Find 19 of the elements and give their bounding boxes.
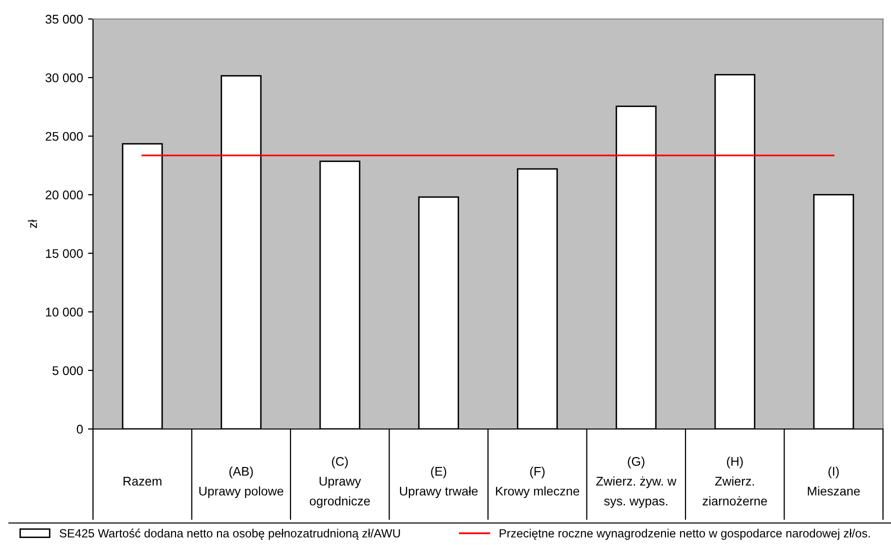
y-tick-label: 30 000 — [46, 73, 83, 82]
x-tick-label: (E) Uprawy trwałe — [400, 466, 478, 498]
y-tick-label: 35 000 — [46, 14, 83, 24]
y-tick-label: 5 000 — [52, 366, 83, 376]
y-tick-label: 10 000 — [46, 308, 83, 317]
x-tick-label: (AB) Uprawy polowe — [199, 466, 284, 498]
legend-label: SE425 Wartość dodana netto na osobę pełnozatrudnioną zł/AWU — [60, 528, 400, 540]
y-tick-label: 15 000 — [46, 249, 83, 258]
y-tick-label: 0 — [76, 424, 83, 434]
x-tick-label: (C) Uprawy ogrodnicze — [310, 456, 370, 508]
x-tick-label: (G) Zwierz. żyw. w sys. wypas. — [596, 456, 676, 508]
x-tick-label: (F) Krowy mleczne — [496, 466, 580, 498]
x-tick-label: (I) Mieszane — [808, 466, 860, 496]
y-tick-label: 20 000 — [46, 190, 83, 200]
y-axis-title: zł — [28, 220, 37, 228]
x-tick-label: Razem — [124, 476, 162, 486]
y-tick-label: 25 000 — [46, 132, 83, 141]
x-tick-label: (H) Zwierz. ziarnożerne — [702, 456, 767, 506]
legend-label: Przeciętne roczne wynagrodzenie netto w gospodarce narodowej zł/os. — [500, 528, 870, 540]
